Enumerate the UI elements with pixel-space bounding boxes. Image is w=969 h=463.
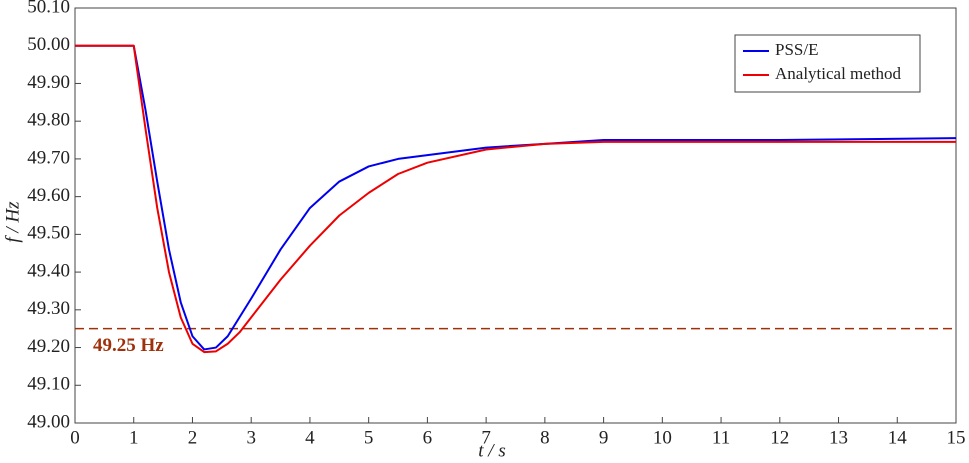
y-tick-label: 49.80	[27, 110, 70, 131]
x-tick-label: 11	[712, 427, 730, 448]
y-tick-label: 49.20	[27, 336, 70, 357]
legend-box	[734, 34, 921, 93]
x-tick-label: 7	[481, 427, 491, 448]
x-tick-label: 1	[129, 427, 139, 448]
x-tick-label: 13	[829, 427, 848, 448]
y-tick-label: 50.10	[27, 0, 70, 17]
x-tick-label: 3	[246, 427, 256, 448]
x-tick-label: 4	[305, 427, 315, 448]
y-tick-label: 49.60	[27, 185, 70, 206]
legend-label: Analytical method	[775, 64, 902, 83]
y-tick-label: 49.10	[27, 374, 70, 395]
threshold-label: 49.25 Hz	[93, 335, 164, 356]
x-tick-label: 15	[947, 427, 966, 448]
plot-frame	[74, 7, 957, 424]
x-tick-label: 10	[653, 427, 672, 448]
y-axis-label: f / Hz	[2, 201, 23, 243]
x-tick-label: 0	[70, 427, 80, 448]
y-tick-label: 49.40	[27, 260, 70, 281]
y-tick-label: 49.70	[27, 147, 70, 168]
y-tick-label: 49.00	[27, 411, 70, 432]
x-tick-label: 8	[540, 427, 550, 448]
x-tick-label: 5	[364, 427, 374, 448]
series-line	[75, 44, 956, 354]
y-tick-label: 49.50	[27, 223, 70, 244]
x-tick-label: 2	[188, 427, 198, 448]
legend-label: PSS/E	[775, 40, 818, 59]
x-tick-label: 14	[888, 427, 908, 448]
y-tick-label: 49.90	[27, 72, 70, 93]
x-axis-label: t / s	[478, 440, 505, 461]
y-tick-label: 50.00	[27, 34, 70, 55]
y-tick-label: 49.30	[27, 298, 70, 319]
x-tick-label: 12	[770, 427, 789, 448]
x-tick-label: 6	[423, 427, 433, 448]
x-tick-label: 9	[599, 427, 609, 448]
